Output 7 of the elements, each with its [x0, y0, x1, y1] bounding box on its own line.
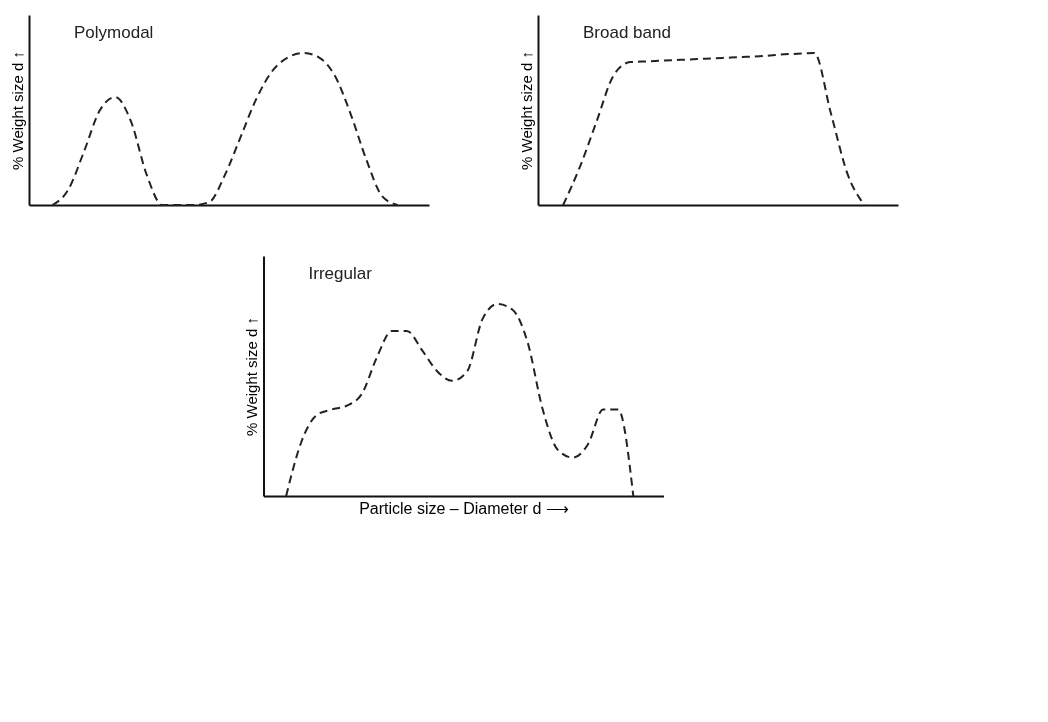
y-axis-title: % Weight size d ↑ — [8, 51, 26, 170]
chart-title: Irregular — [308, 264, 373, 283]
x-axis-title: Particle size – Diameter d ⟶ — [359, 499, 569, 517]
y-axis-title: % Weight size d ↑ — [243, 317, 260, 436]
y-axis-title: % Weight size d ↑ — [517, 51, 535, 170]
chart-title: Broad band — [583, 23, 671, 42]
chart-title: Polymodal — [74, 23, 154, 42]
